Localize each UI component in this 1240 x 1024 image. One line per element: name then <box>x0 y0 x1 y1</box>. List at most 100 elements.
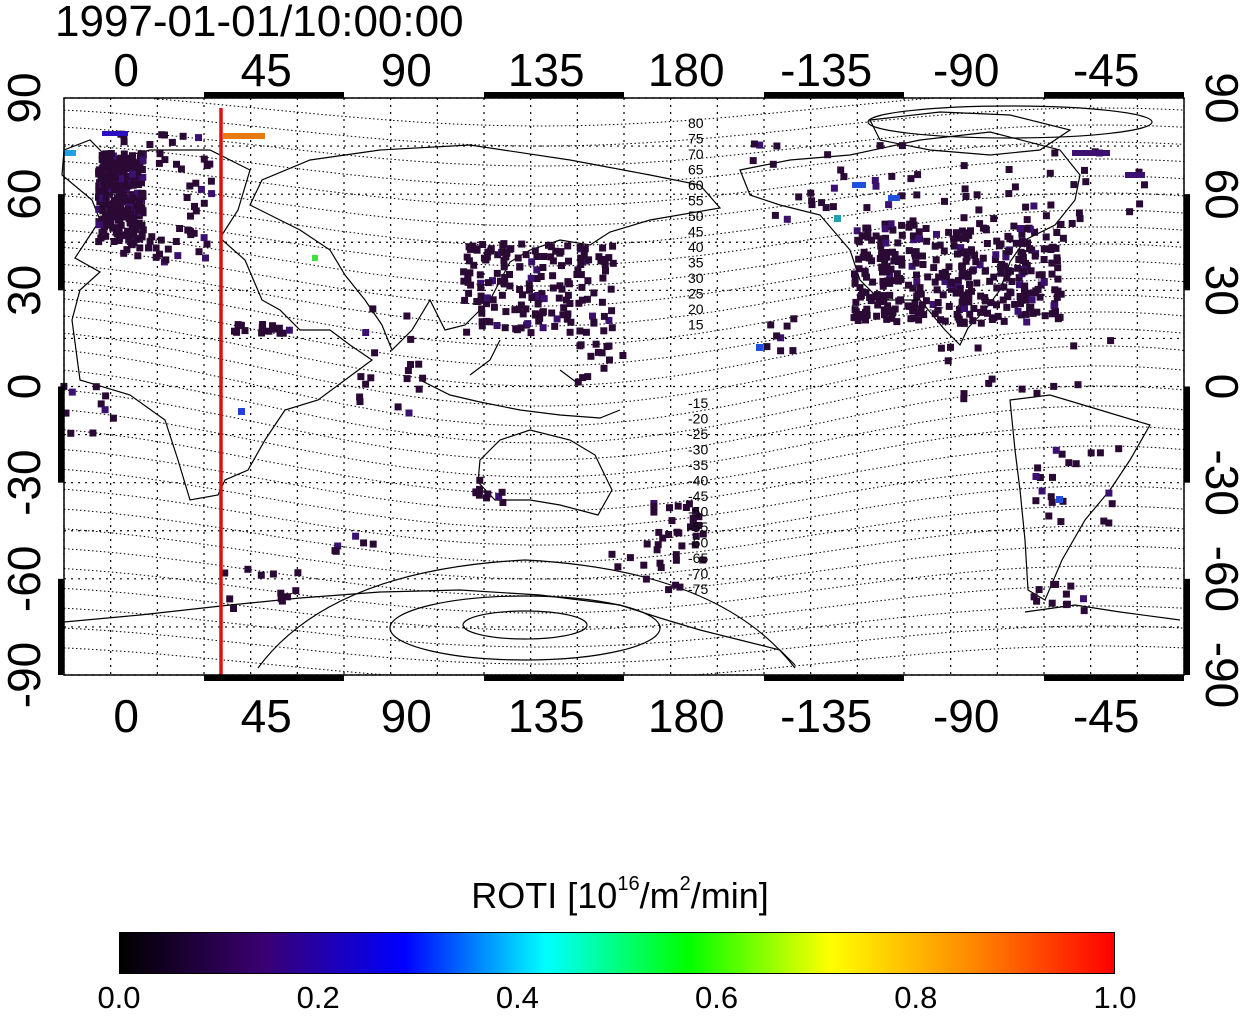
roti-data-point <box>519 291 526 299</box>
roti-data-point <box>606 356 613 364</box>
roti-data-point <box>187 212 194 220</box>
roti-data-point <box>576 243 584 251</box>
roti-data-point <box>941 197 948 205</box>
roti-data-point <box>691 541 699 549</box>
roti-data-point <box>1063 600 1071 608</box>
roti-data-point <box>923 237 931 245</box>
roti-data-point <box>473 298 481 305</box>
roti-data-point <box>871 177 879 184</box>
contour-label: -55 <box>688 519 708 535</box>
roti-data-point <box>678 542 686 550</box>
roti-data-point <box>102 392 110 400</box>
roti-data-point <box>993 301 1000 309</box>
roti-data-point <box>1053 257 1061 265</box>
roti-data-point <box>1028 296 1036 304</box>
roti-data-point <box>934 299 942 306</box>
y-tick-label-right: 60 <box>1196 169 1240 220</box>
roti-data-point <box>581 245 589 253</box>
roti-data-point <box>332 547 340 555</box>
roti-data-point <box>1029 309 1037 317</box>
roti-data-point <box>95 205 103 213</box>
roti-data-point <box>756 344 763 351</box>
roti-data-point <box>129 194 137 202</box>
roti-data-point <box>888 172 896 180</box>
contour-label: 60 <box>688 177 704 193</box>
roti-data-point <box>968 287 975 295</box>
roti-data-point <box>419 374 427 382</box>
roti-data-point <box>941 268 949 276</box>
roti-data-point <box>599 244 607 252</box>
roti-data-point <box>941 317 949 325</box>
roti-data-point <box>909 232 917 240</box>
x-tick-label-bottom: -135 <box>780 690 872 742</box>
roti-data-point <box>920 311 928 319</box>
roti-data-point <box>756 141 764 149</box>
roti-data-point <box>600 327 608 335</box>
roti-data-point <box>1108 500 1116 508</box>
roti-data-point <box>95 221 103 229</box>
roti-data-point <box>1141 181 1148 189</box>
roti-data-point <box>1096 449 1104 457</box>
roti-data-point <box>257 571 265 579</box>
axis-frame-bars <box>58 92 1190 681</box>
roti-data-point <box>997 269 1005 277</box>
roti-data-point <box>478 305 486 313</box>
roti-data-point <box>187 231 195 239</box>
y-tick-label-left: 60 <box>0 169 50 220</box>
roti-data-point <box>808 201 816 209</box>
roti-data-point <box>123 172 130 180</box>
roti-data-point <box>1036 474 1044 481</box>
x-tick-label-top: -90 <box>933 44 999 96</box>
contour-line <box>63 209 1185 267</box>
roti-data-point <box>998 261 1006 269</box>
roti-data-point <box>117 175 124 183</box>
roti-data-point <box>577 341 585 349</box>
roti-data-point <box>967 227 974 235</box>
roti-data-point <box>99 194 107 202</box>
roti-data-point <box>548 309 556 317</box>
roti-data-point <box>553 315 561 323</box>
roti-data-point <box>584 277 592 285</box>
roti-data-point <box>500 263 508 271</box>
roti-data-point <box>852 182 866 188</box>
roti-data-point <box>68 388 76 396</box>
roti-data-point <box>905 247 913 255</box>
roti-data-point <box>886 291 894 299</box>
roti-data-point <box>980 305 988 313</box>
roti-data-point <box>692 532 700 540</box>
roti-data-point <box>960 395 968 403</box>
roti-data-point <box>1050 302 1058 310</box>
roti-data-point <box>285 326 293 334</box>
roti-data-point <box>158 131 166 139</box>
roti-data-point <box>1054 264 1062 272</box>
roti-data-point <box>1040 256 1048 263</box>
roti-data-point <box>1016 293 1024 300</box>
roti-data-point <box>689 514 697 522</box>
roti-data-point <box>948 279 955 287</box>
x-tick-label-bottom: 180 <box>648 690 725 742</box>
roti-data-point <box>535 317 543 325</box>
roti-data-point <box>139 173 147 181</box>
roti-data-point <box>879 268 886 276</box>
roti-data-point <box>689 519 697 526</box>
roti-data-point <box>783 215 791 223</box>
roti-data-point <box>1054 275 1062 283</box>
roti-data-point <box>771 211 779 219</box>
roti-data-point <box>563 315 571 323</box>
roti-data-point <box>976 220 984 228</box>
roti-data-point <box>200 199 208 207</box>
contour-label: 35 <box>688 255 704 271</box>
roti-data-point <box>1100 517 1108 525</box>
colorbar-tick-label: 1.0 <box>1093 980 1137 1015</box>
roti-data-point <box>954 277 962 285</box>
roti-data-point <box>886 272 894 280</box>
roti-data-point <box>476 271 484 279</box>
roti-data-point <box>956 319 964 327</box>
roti-data-point <box>609 242 617 250</box>
roti-data-point <box>855 265 863 273</box>
contour-label: 65 <box>688 162 704 178</box>
coastline-greenland <box>869 111 1072 156</box>
roti-data-point <box>585 256 593 264</box>
contour-label: 30 <box>688 270 704 286</box>
roti-data-point <box>777 334 785 342</box>
